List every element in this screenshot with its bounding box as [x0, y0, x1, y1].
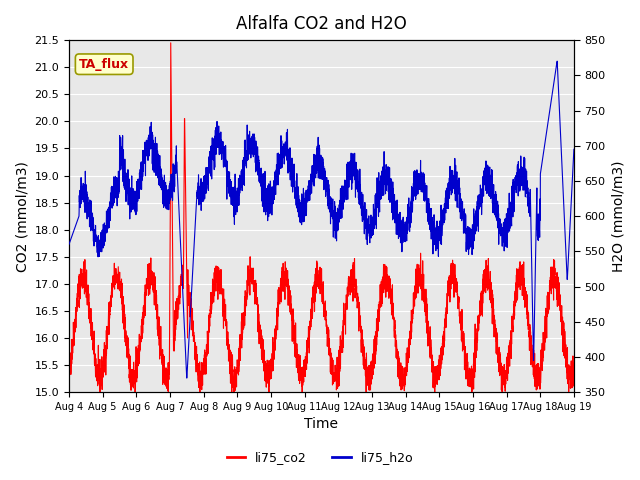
Text: TA_flux: TA_flux: [79, 58, 129, 71]
Legend: li75_co2, li75_h2o: li75_co2, li75_h2o: [221, 446, 419, 469]
Title: Alfalfa CO2 and H2O: Alfalfa CO2 and H2O: [236, 15, 407, 33]
Y-axis label: CO2 (mmol/m3): CO2 (mmol/m3): [15, 161, 29, 272]
Y-axis label: H2O (mmol/m3): H2O (mmol/m3): [611, 160, 625, 272]
X-axis label: Time: Time: [305, 418, 339, 432]
